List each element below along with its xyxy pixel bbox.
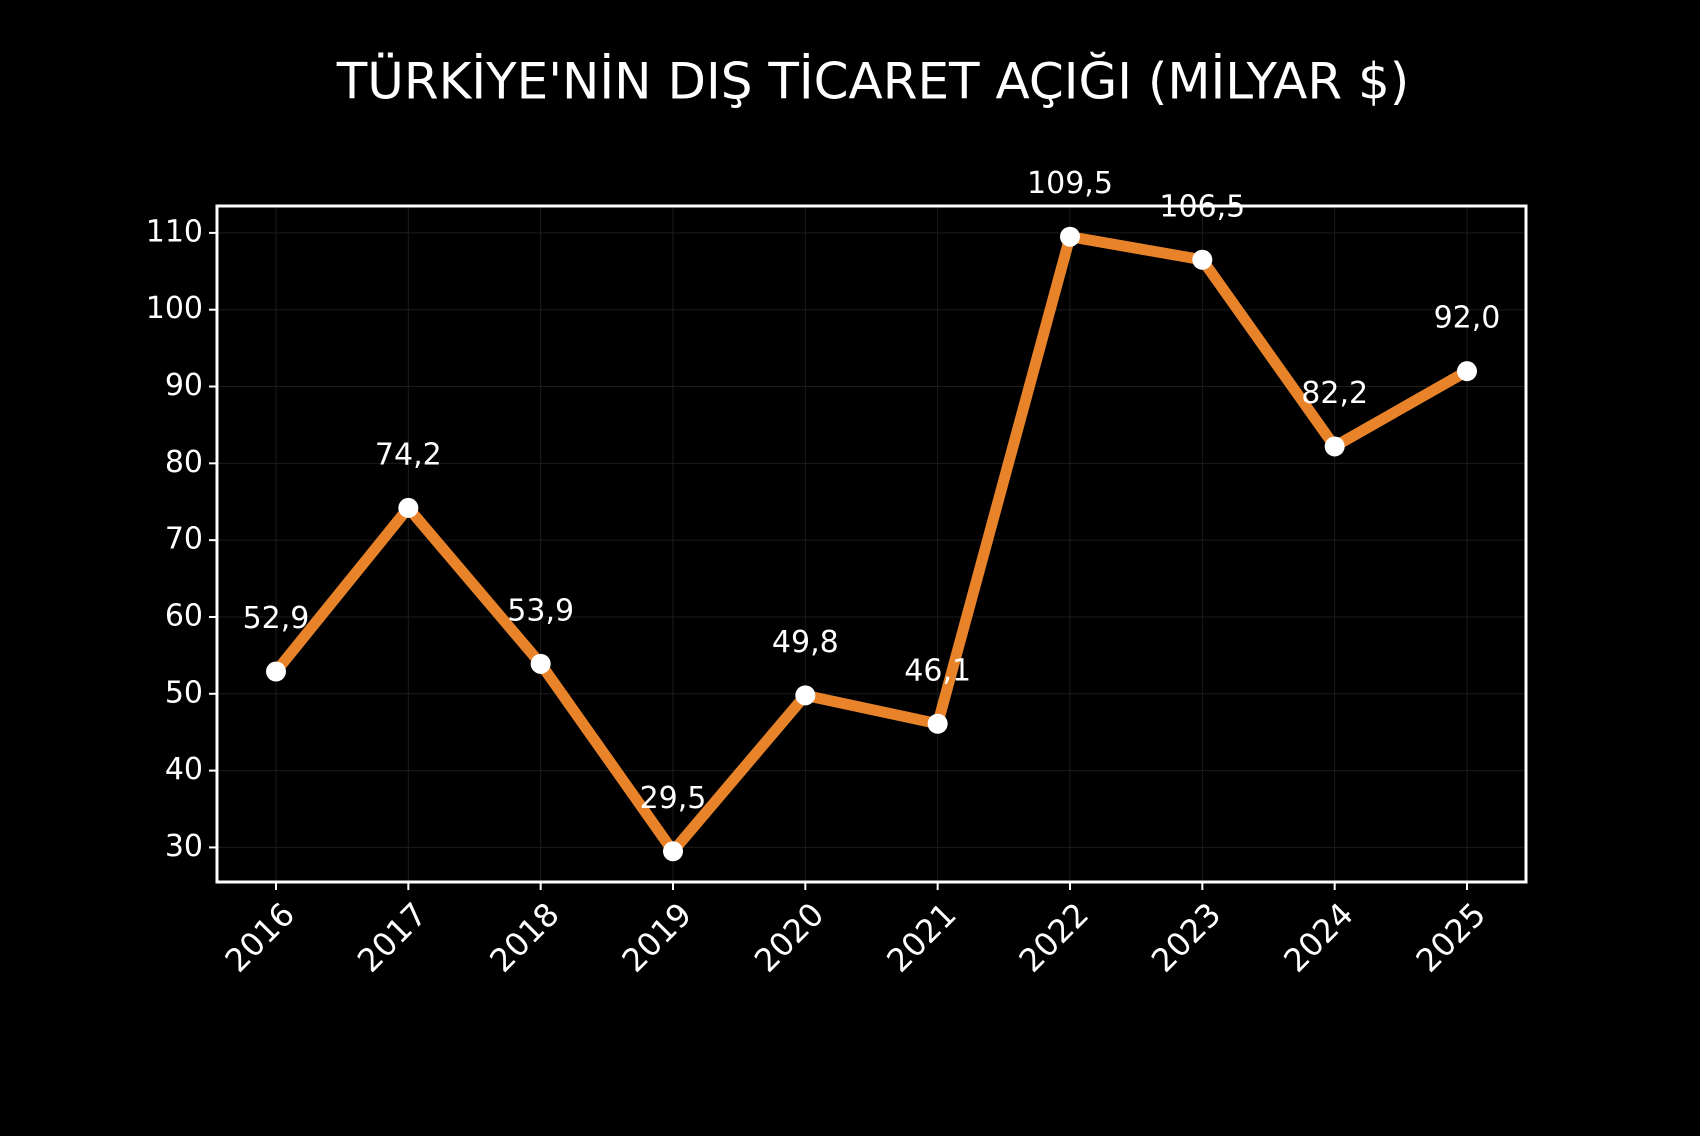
data-point: [1324, 436, 1345, 457]
y-tick-label: 50: [165, 675, 203, 710]
plot-frame: [215, 204, 1528, 884]
y-tick-label: 110: [146, 214, 203, 249]
data-point: [1060, 226, 1080, 247]
data-label: 74,2: [375, 437, 442, 472]
data-line: [271, 231, 1470, 857]
data-point: [1192, 249, 1213, 270]
data-point: [266, 661, 286, 682]
data-label: 29,5: [640, 781, 707, 816]
y-tick-label: 90: [165, 368, 203, 403]
y-tick-label: 40: [165, 752, 203, 787]
y-tick-label: 100: [146, 291, 203, 326]
data-point: [1457, 361, 1477, 382]
data-label: 53,9: [507, 593, 574, 628]
data-label: 52,9: [243, 601, 310, 636]
data-point: [795, 685, 816, 706]
data-point: [530, 653, 551, 674]
y-tick-label: 30: [165, 829, 203, 864]
data-point: [663, 841, 683, 862]
y-tick-label: 80: [165, 445, 203, 480]
data-label: 49,8: [772, 625, 839, 660]
data-point: [398, 497, 419, 518]
data-label: 106,5: [1159, 189, 1245, 224]
data-label: 82,2: [1301, 376, 1368, 411]
chart-title: TÜRKİYE'NİN DIŞ TİCARET AÇIĞI (MİLYAR $): [336, 52, 1410, 111]
data-point: [927, 713, 948, 734]
data-label: 109,5: [1027, 166, 1113, 201]
data-label: 46,1: [904, 653, 971, 688]
y-tick-label: 70: [165, 522, 203, 557]
y-tick-label: 60: [165, 598, 203, 633]
data-label: 92,0: [1434, 301, 1501, 336]
